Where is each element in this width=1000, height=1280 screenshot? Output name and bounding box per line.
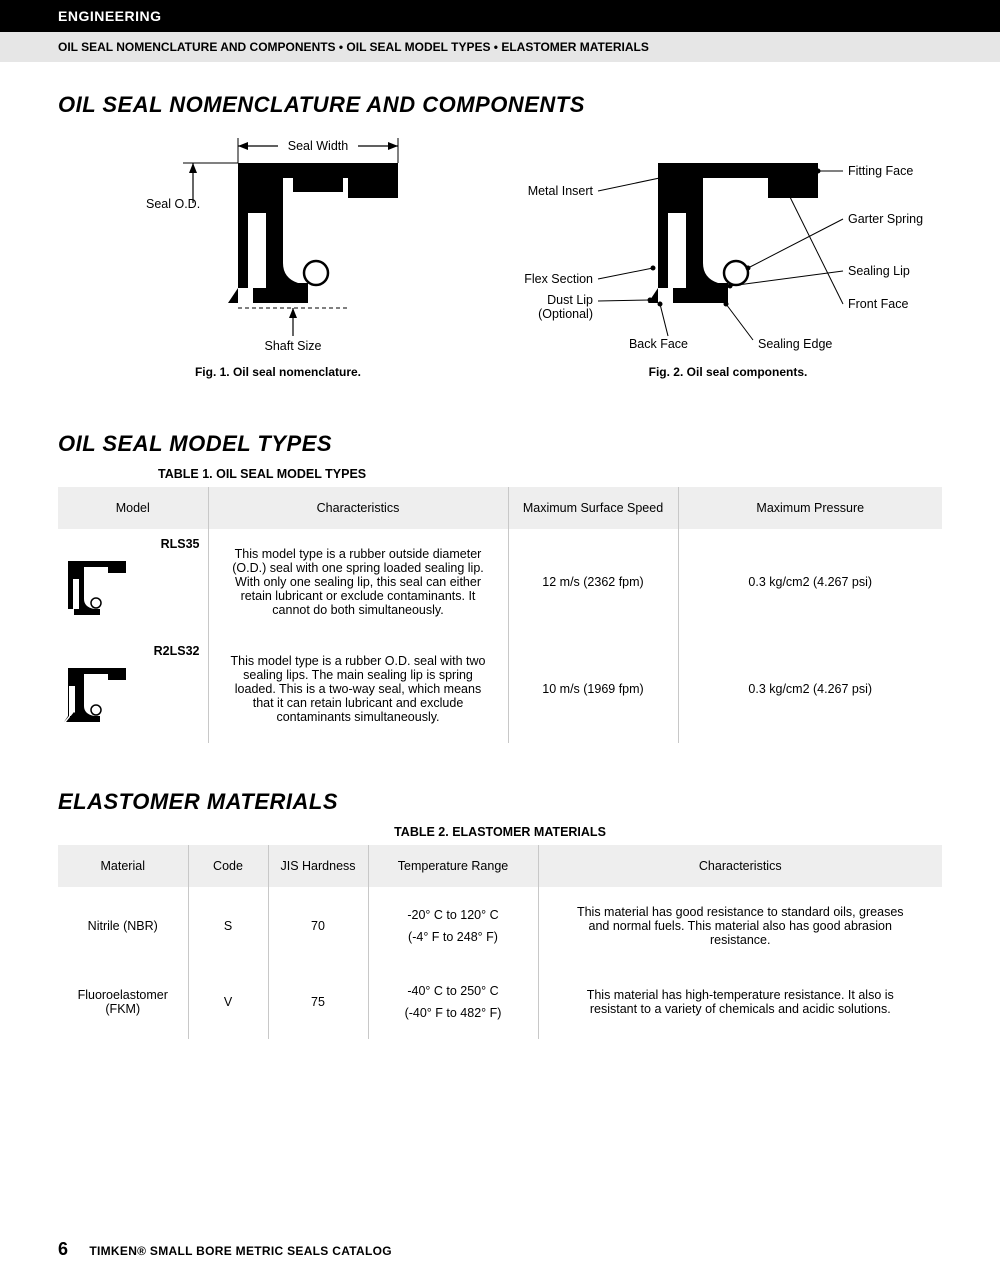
t2-col-code: Code xyxy=(188,845,268,887)
footer-text: TIMKEN® SMALL BORE METRIC SEALS CATALOG xyxy=(89,1244,392,1258)
mat-hardness: 75 xyxy=(268,966,368,1039)
mat-temp: -40° C to 250° C (-40° F to 482° F) xyxy=(368,966,538,1039)
model-speed: 12 m/s (2362 fpm) xyxy=(508,529,678,636)
svg-text:Back Face: Back Face xyxy=(629,337,688,351)
t2-col-hardness: JIS Hardness xyxy=(268,845,368,887)
mat-name: Nitrile (NBR) xyxy=(58,887,188,966)
svg-text:Sealing Edge: Sealing Edge xyxy=(758,337,832,351)
table-row: RLS35 This model type is a rubber outsid… xyxy=(58,529,942,636)
t2-col-temp: Temperature Range xyxy=(368,845,538,887)
header-category: ENGINEERING xyxy=(0,0,1000,32)
fig2-caption: Fig. 2. Oil seal components. xyxy=(498,365,958,379)
table2-wrap: TABLE 2. ELASTOMER MATERIALS Material Co… xyxy=(58,825,942,1039)
table1-caption: TABLE 1. OIL SEAL MODEL TYPES xyxy=(158,467,942,481)
t1-col-char: Characteristics xyxy=(208,487,508,529)
table1-wrap: TABLE 1. OIL SEAL MODEL TYPES Model Char… xyxy=(58,467,942,743)
figure-1: Seal Width Seal O.D. Shaft Size Fig. 1. … xyxy=(98,128,458,379)
svg-text:Dust Lip: Dust Lip xyxy=(547,293,593,307)
fig1-svg: Seal Width Seal O.D. Shaft Size xyxy=(98,128,458,358)
table-row: Fluoroelastomer (FKM) V 75 -40° C to 250… xyxy=(58,966,942,1039)
model-char: This model type is a rubber O.D. seal wi… xyxy=(208,636,508,743)
lbl-shaft-size: Shaft Size xyxy=(265,339,322,353)
lbl-seal-od: Seal O.D. xyxy=(146,197,200,211)
mat-char: This material has high-temperature resis… xyxy=(538,966,942,1039)
t1-col-press: Maximum Pressure xyxy=(678,487,942,529)
svg-text:Front Face: Front Face xyxy=(848,297,908,311)
table-row: R2LS32 This model type is a rubber O.D. … xyxy=(58,636,942,743)
mat-code: S xyxy=(188,887,268,966)
t2-col-char: Characteristics xyxy=(538,845,942,887)
table2-caption: TABLE 2. ELASTOMER MATERIALS xyxy=(58,825,942,839)
model-types-table: Model Characteristics Maximum Surface Sp… xyxy=(58,487,942,743)
svg-text:Garter Spring: Garter Spring xyxy=(848,212,923,226)
lbl-seal-width: Seal Width xyxy=(288,139,348,153)
section3-title: ELASTOMER MATERIALS xyxy=(58,789,942,815)
mat-name: Fluoroelastomer (FKM) xyxy=(58,966,188,1039)
seal-icon xyxy=(64,664,134,724)
mat-hardness: 70 xyxy=(268,887,368,966)
model-speed: 10 m/s (1969 fpm) xyxy=(508,636,678,743)
mat-temp: -20° C to 120° C (-4° F to 248° F) xyxy=(368,887,538,966)
model-pressure: 0.3 kg/cm2 (4.267 psi) xyxy=(678,636,942,743)
fig1-caption: Fig. 1. Oil seal nomenclature. xyxy=(98,365,458,379)
elastomer-table: Material Code JIS Hardness Temperature R… xyxy=(58,845,942,1039)
svg-text:Fitting Face: Fitting Face xyxy=(848,164,913,178)
page-content: OIL SEAL NOMENCLATURE AND COMPONENTS Sea… xyxy=(0,62,1000,1039)
model-char: This model type is a rubber outside diam… xyxy=(208,529,508,636)
mat-char: This material has good resistance to sta… xyxy=(538,887,942,966)
page-number: 6 xyxy=(58,1239,68,1259)
svg-text:Flex Section: Flex Section xyxy=(524,272,593,286)
mat-code: V xyxy=(188,966,268,1039)
model-name: R2LS32 xyxy=(154,644,200,658)
section2-title: OIL SEAL MODEL TYPES xyxy=(58,431,942,457)
section1-title: OIL SEAL NOMENCLATURE AND COMPONENTS xyxy=(58,92,942,118)
seal-icon xyxy=(64,557,134,617)
svg-text:Sealing Lip: Sealing Lip xyxy=(848,264,910,278)
page-footer: 6 TIMKEN® SMALL BORE METRIC SEALS CATALO… xyxy=(58,1239,392,1260)
t1-col-model: Model xyxy=(58,487,208,529)
figure-2: Metal Insert Flex Section Dust Lip (Opti… xyxy=(498,128,958,379)
model-pressure: 0.3 kg/cm2 (4.267 psi) xyxy=(678,529,942,636)
model-name: RLS35 xyxy=(161,537,200,551)
table-row: Nitrile (NBR) S 70 -20° C to 120° C (-4°… xyxy=(58,887,942,966)
header-breadcrumb: OIL SEAL NOMENCLATURE AND COMPONENTS • O… xyxy=(0,32,1000,62)
svg-text:Metal Insert: Metal Insert xyxy=(528,184,594,198)
svg-text:(Optional): (Optional) xyxy=(538,307,593,321)
t1-col-speed: Maximum Surface Speed xyxy=(508,487,678,529)
fig2-svg: Metal Insert Flex Section Dust Lip (Opti… xyxy=(498,128,958,358)
t2-col-material: Material xyxy=(58,845,188,887)
figure-row: Seal Width Seal O.D. Shaft Size Fig. 1. … xyxy=(98,128,942,379)
